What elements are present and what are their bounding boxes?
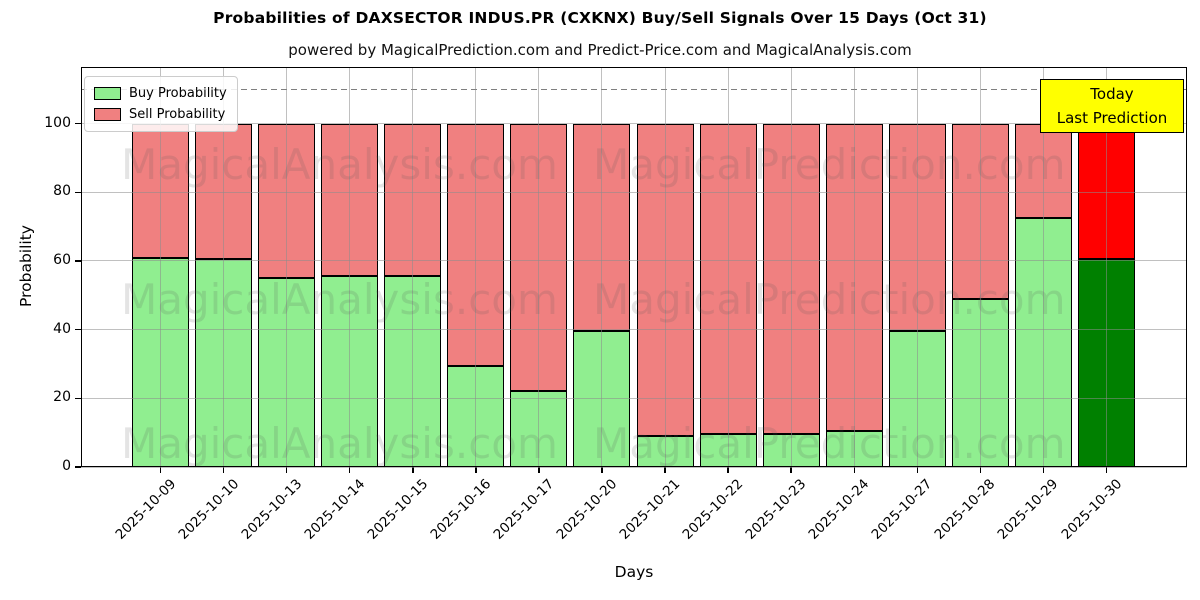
x-gridline	[979, 67, 981, 467]
x-gridline	[160, 67, 161, 467]
today-annotation: Today Last Prediction	[1040, 79, 1184, 133]
buy-swatch-icon	[94, 87, 121, 100]
x-tick-mark	[727, 467, 729, 473]
x-gridline	[916, 67, 918, 467]
x-tick-mark	[285, 467, 288, 473]
legend-label-buy: Buy Probability	[129, 86, 227, 101]
x-gridline	[349, 67, 351, 467]
y-tick-label: 20	[53, 389, 71, 406]
y-tick-mark	[75, 260, 81, 262]
x-tick-mark	[159, 467, 162, 473]
today-annotation-line2: Last Prediction	[1056, 109, 1168, 127]
chart-title: Probabilities of DAXSECTOR INDUS.PR (CXK…	[213, 9, 987, 27]
legend-item-sell: Sell Probability	[94, 104, 227, 125]
x-gridline	[223, 67, 225, 467]
y-tick-mark	[75, 328, 81, 331]
x-tick-mark	[475, 467, 477, 473]
x-gridline	[1042, 67, 1044, 467]
x-gridline	[412, 67, 414, 467]
x-gridline	[727, 67, 729, 467]
x-axis-label: Days	[614, 563, 654, 581]
y-gridline	[81, 466, 1187, 468]
y-tick-mark	[75, 122, 81, 125]
y-tick-mark	[75, 191, 81, 194]
y-gridline	[81, 123, 1187, 125]
x-gridline	[664, 67, 666, 467]
y-gridline	[81, 397, 1187, 399]
x-tick-mark	[601, 467, 603, 473]
today-annotation-line1: Today	[1090, 85, 1134, 103]
y-tick-label: 0	[62, 458, 71, 474]
y-gridline	[81, 260, 1187, 262]
y-tick-label: 40	[53, 320, 71, 337]
x-tick-mark	[664, 467, 666, 473]
plot-area: MagicalAnalysis.comMagicalPrediction.com…	[81, 67, 1187, 468]
y-gridline	[81, 191, 1187, 193]
x-tick-mark	[916, 467, 919, 473]
y-tick-label: 100	[44, 114, 71, 131]
y-tick-mark	[75, 397, 81, 400]
x-gridline	[790, 67, 792, 467]
x-gridline	[1106, 67, 1108, 467]
chart-subtitle: powered by MagicalPrediction.com and Pre…	[288, 41, 912, 59]
legend: Buy Probability Sell Probability	[84, 76, 238, 132]
x-gridline	[538, 67, 540, 467]
x-gridline	[286, 67, 288, 467]
x-gridline	[475, 67, 477, 467]
x-tick-mark	[1042, 467, 1045, 473]
x-tick-mark	[222, 467, 225, 473]
y-tick-label: 60	[53, 251, 71, 268]
legend-item-buy: Buy Probability	[94, 83, 227, 104]
x-gridline	[601, 67, 603, 467]
y-tick-label: 80	[53, 183, 71, 200]
y-gridline	[81, 329, 1187, 331]
legend-label-sell: Sell Probability	[129, 107, 226, 122]
x-gridline	[853, 67, 855, 467]
x-tick-mark	[538, 467, 540, 473]
y-tick-mark	[75, 466, 81, 468]
x-tick-mark	[853, 467, 856, 473]
y-axis-label: Probability	[17, 225, 35, 307]
x-tick-mark	[412, 467, 414, 473]
x-tick-mark	[790, 467, 792, 473]
x-tick-mark	[1105, 467, 1108, 473]
sell-swatch-icon	[94, 108, 121, 121]
dashed-threshold-line	[81, 88, 1187, 91]
x-tick-mark	[348, 467, 351, 473]
x-tick-mark	[979, 467, 982, 473]
